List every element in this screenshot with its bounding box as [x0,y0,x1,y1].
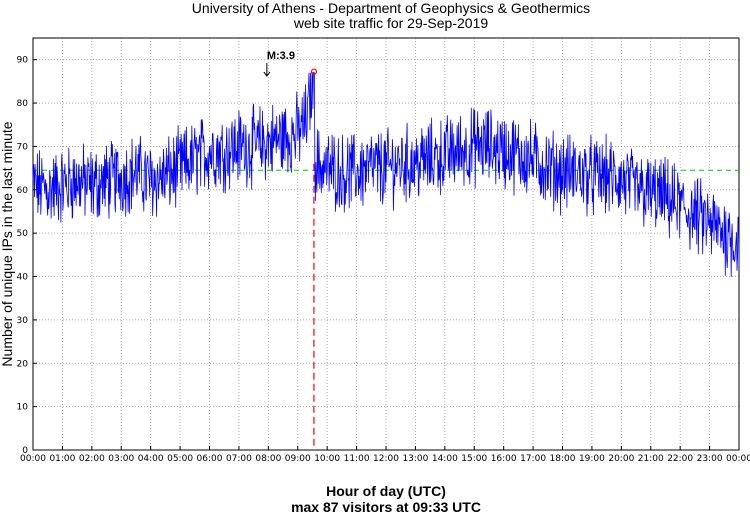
y-tick-label: 80 [17,99,29,109]
grid [33,38,739,450]
annotation-label: M:3.9 [267,50,295,62]
x-tick-label: 23:00 [697,454,723,464]
chart-subtitle: web site traffic for 29-Sep-2019 [293,15,489,31]
y-tick-label: 70 [17,142,29,152]
plot-frame [32,37,740,451]
y-tick-label: 0 [22,446,28,456]
x-tick-label: 15:00 [461,454,487,464]
y-tick-label: 50 [17,229,29,239]
y-tick-label: 60 [17,186,29,196]
y-tick-label: 10 [17,403,29,413]
x-axis-label-max: max 87 visitors at 09:33 UTC [291,499,481,515]
x-tick-label: 00:00 [726,454,750,464]
max-marker [310,68,318,75]
x-tick-label: 05:00 [167,454,193,464]
y-axis-ticks: 0 10 20 30 40 50 60 70 80 90 [17,56,37,456]
y-tick-label: 20 [17,359,29,369]
y-tick-label: 40 [17,273,29,283]
x-tick-label: 07:00 [226,454,252,464]
x-tick-label: 18:00 [550,454,576,464]
x-tick-label: 22:00 [667,454,693,464]
annotation: M:3.9 [263,50,295,77]
x-tick-label: 09:00 [285,454,311,464]
x-tick-label: 20:00 [608,454,634,464]
x-tick-label: 10:00 [314,454,340,464]
chart-title: University of Athens - Department of Geo… [192,0,590,16]
y-tick-label: 30 [17,316,29,326]
x-axis-ticks: 00:00 01:00 02:00 03:00 04:00 05:00 06:00 07:00… [20,446,750,464]
x-tick-label: 13:00 [402,454,428,464]
y-axis-label: Number of unique IPs in the last minute [0,121,15,366]
x-tick-label: 16:00 [491,454,517,464]
x-tick-label: 17:00 [520,454,546,464]
x-tick-label: 04:00 [138,454,164,464]
series-line-traffic [32,72,740,277]
x-tick-label: 08:00 [255,454,281,464]
y-tick-label: 90 [17,56,29,66]
x-tick-label: 11:00 [344,454,370,464]
x-tick-label: 00:00 [20,454,46,464]
x-tick-label: 12:00 [373,454,399,464]
x-tick-label: 21:00 [638,454,664,464]
x-tick-label: 06:00 [197,454,223,464]
x-tick-label: 01:00 [49,454,75,464]
x-tick-label: 14:00 [432,454,458,464]
x-tick-label: 02:00 [79,454,105,464]
x-tick-label: 19:00 [579,454,605,464]
annotation-arrow-head [263,71,271,77]
x-tick-label: 03:00 [108,454,134,464]
x-axis-label: Hour of day (UTC) [326,483,446,499]
